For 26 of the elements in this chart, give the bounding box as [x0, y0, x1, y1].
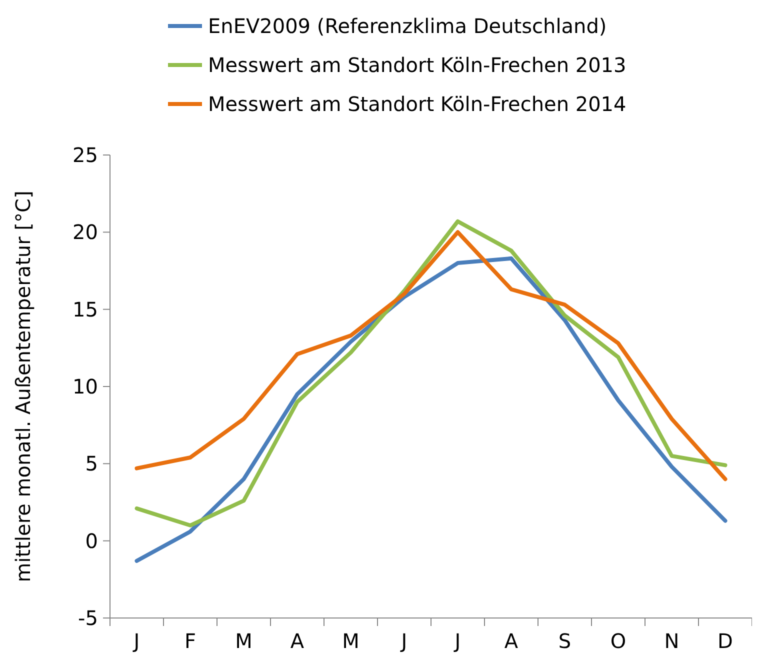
legend-label: Messwert am Standort Köln-Frechen 2013 [208, 53, 626, 77]
y-tick-label: 0 [85, 528, 98, 553]
x-tick-label: A [290, 629, 304, 653]
x-tick-label: M [235, 629, 252, 653]
x-tick-label: F [184, 629, 196, 653]
legend-label: Messwert am Standort Köln-Frechen 2014 [208, 92, 626, 116]
x-tick-label: D [718, 629, 733, 653]
x-tick-label: J [399, 629, 408, 653]
x-tick-label: A [504, 629, 518, 653]
y-axis-title: mittlere monatl. Außentemperatur [°C] [11, 190, 35, 582]
y-tick-label: 20 [72, 220, 98, 244]
x-tick-label: N [664, 629, 680, 653]
x-tick-label: M [342, 629, 360, 653]
line-series [134, 219, 728, 528]
line-series [134, 256, 728, 563]
x-tick-label: J [132, 629, 140, 653]
y-tick-label: -5 [78, 606, 98, 630]
x-tick-label: O [610, 629, 626, 653]
y-tick-label: 15 [72, 297, 98, 322]
x-tick-label: S [558, 629, 572, 653]
y-tick-label: 5 [85, 452, 98, 476]
y-tick-label: 25 [72, 143, 98, 167]
line-series [134, 230, 728, 482]
x-tick-label: J [452, 629, 461, 653]
legend-label: EnEV2009 (Referenzklima Deutschland) [208, 14, 607, 38]
y-tick-label: 10 [72, 374, 98, 398]
